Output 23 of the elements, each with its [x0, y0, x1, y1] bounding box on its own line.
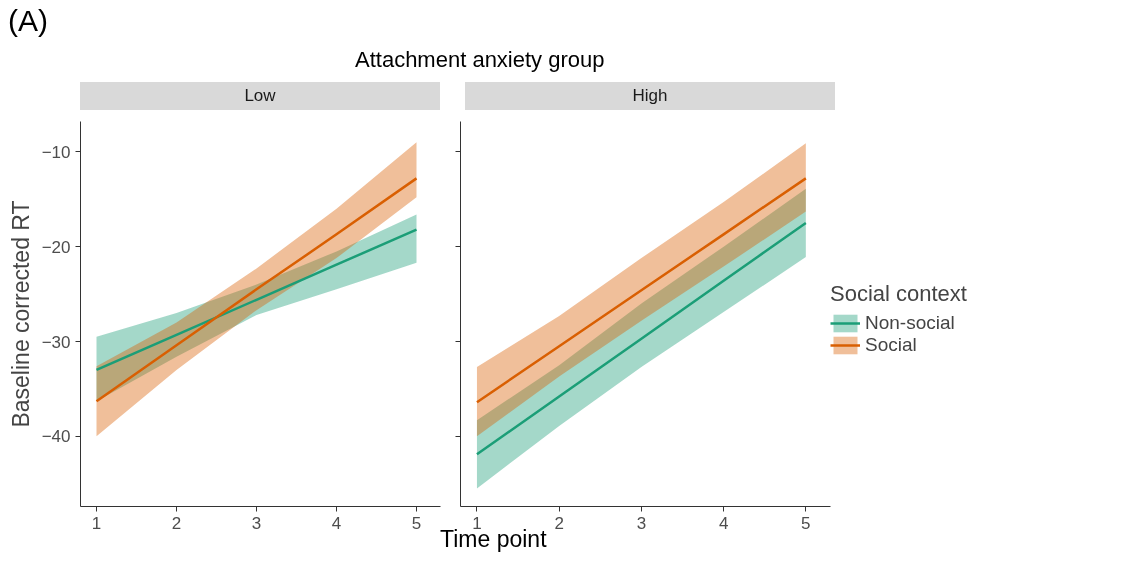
x-tick-label: 3 — [251, 513, 262, 533]
legend-title: Social context — [830, 281, 967, 307]
chart-title: High — [632, 85, 668, 107]
text: Attachment anxiety group — [355, 47, 605, 73]
x-tick-label: 1 — [91, 513, 102, 533]
x-tick-label: 2 — [554, 513, 564, 533]
line-series — [95, 228, 418, 372]
y-tick-label: −10 — [41, 142, 71, 162]
x-tick-label: 3 — [636, 513, 647, 533]
x-tick-label: 4 — [331, 513, 342, 533]
y-tick-label: −40 — [41, 427, 71, 447]
y-tick-label: −30 — [41, 332, 71, 352]
chart-title: Low — [244, 85, 276, 107]
x-tick-label: 5 — [801, 513, 811, 533]
y-tick-label: −20 — [41, 237, 71, 257]
line-series — [95, 177, 418, 403]
y-axis-title: Baseline corrected RT — [7, 200, 34, 428]
legend-label: Social — [865, 334, 917, 356]
x-tick-label: 5 — [411, 513, 422, 533]
text: (A) — [8, 4, 48, 37]
legend-label: Non-social — [865, 312, 955, 334]
x-tick-label: 4 — [718, 513, 729, 533]
x-tick-label: 2 — [171, 513, 182, 533]
